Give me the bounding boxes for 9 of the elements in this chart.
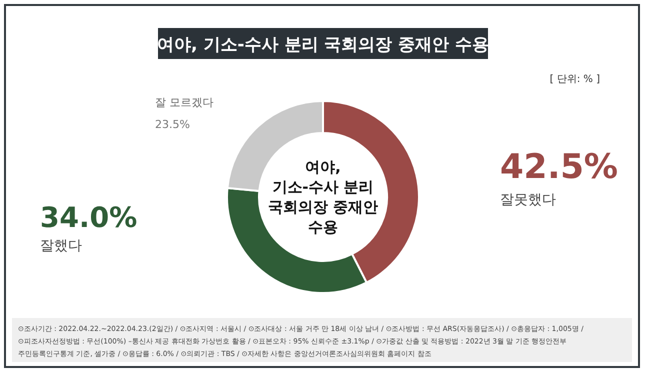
text: 여야, 기소-수사 분리 국회의장 중재안 수용 — [268, 158, 378, 236]
chart-title: 여야, 기소-수사 분리 국회의장 중재안 수용 — [156, 35, 490, 55]
data-label: 34.0% — [40, 201, 138, 234]
text: [ 단위: % ] — [550, 74, 600, 85]
slice-label: 잘했다 — [40, 238, 82, 254]
data-label: 23.5% — [155, 118, 190, 131]
data-label: 42.5% — [500, 147, 618, 187]
slice-label: 잘 모르겠다 — [155, 96, 214, 109]
slice-label: 잘못했다 — [500, 192, 556, 208]
